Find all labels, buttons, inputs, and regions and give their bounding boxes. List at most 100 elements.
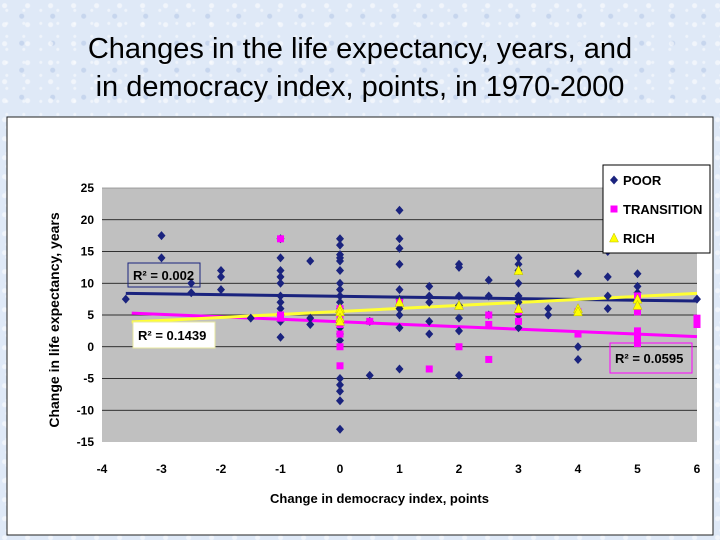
poor-point (425, 316, 434, 326)
poor-point (276, 304, 285, 314)
poor-point (425, 281, 434, 291)
poor-point (121, 294, 130, 304)
poor-point (276, 291, 285, 301)
transition-point (455, 343, 463, 351)
poor-point (157, 253, 166, 263)
y-tick-label: 5 (87, 308, 94, 322)
poor-point (217, 272, 225, 282)
transition-point (277, 235, 284, 243)
poor-point (455, 313, 463, 323)
poor-point (633, 269, 642, 279)
poor-point (336, 278, 344, 288)
poor-point (306, 313, 315, 323)
poor-point (425, 297, 434, 307)
poor-point (455, 370, 463, 380)
transition-point (336, 330, 344, 338)
legend-label-transition: TRANSITION (623, 202, 702, 217)
y-axis-title: Change in life expectancy, years (46, 212, 62, 427)
transition-point (336, 362, 344, 370)
poor-point (336, 386, 344, 396)
poor-point (336, 380, 344, 390)
poor-point (306, 320, 315, 330)
series-rich (335, 264, 643, 326)
poor-point (514, 297, 523, 307)
poor-point (276, 272, 285, 282)
r2-label-transition: R² = 0.1439 (138, 328, 206, 343)
poor-point (574, 269, 582, 279)
poor-point (336, 234, 344, 244)
poor-point (514, 291, 523, 301)
legend-box (602, 164, 711, 254)
transition-point (634, 340, 641, 348)
poor-point (336, 374, 344, 383)
r2-label-poor: R² = 0.002 (133, 268, 194, 283)
poor-point (246, 313, 255, 323)
x-tick-label: -4 (97, 462, 108, 476)
poor-point (276, 253, 285, 263)
poor-point (693, 294, 701, 304)
title-line-1: Changes in the life expectancy, years, a… (87, 33, 633, 65)
poor-point (455, 291, 463, 301)
transition-point (277, 314, 284, 322)
x-tick-label: 2 (456, 462, 463, 476)
poor-point (395, 259, 404, 269)
poor-point (455, 326, 463, 336)
poor-point (336, 256, 344, 266)
poor-point (217, 285, 225, 295)
poor-point (395, 243, 404, 253)
poor-point (365, 370, 374, 380)
poor-point (217, 266, 225, 276)
poor-point (574, 342, 582, 352)
poor-point (395, 364, 404, 374)
transition-point (693, 314, 701, 322)
poor-point (336, 335, 344, 345)
poor-point (603, 304, 612, 314)
y-tick-label: 15 (81, 245, 95, 259)
rich-point (454, 299, 464, 310)
x-tick-label: 4 (575, 462, 582, 476)
poor-point (514, 323, 523, 333)
poor-point (395, 205, 404, 215)
rich-point (573, 306, 583, 317)
y-tick-label: -5 (83, 372, 94, 386)
poor-point (276, 278, 285, 288)
poor-point (455, 262, 463, 272)
poor-point (336, 424, 344, 434)
r2-box-rich (609, 342, 693, 374)
poor-point (336, 297, 344, 307)
y-tick-label: -15 (77, 435, 95, 449)
legend-marker-transition (610, 205, 618, 213)
poor-point (276, 266, 285, 276)
poor-point (276, 297, 285, 307)
x-tick-label: 3 (515, 462, 522, 476)
poor-point (603, 272, 612, 282)
y-tick-label: 0 (87, 340, 94, 354)
trendline-poor (125, 291, 698, 303)
poor-point (395, 285, 404, 295)
poor-point (157, 231, 166, 241)
poor-point (395, 310, 404, 320)
poor-point (187, 288, 196, 298)
y-tick-label: 20 (81, 213, 95, 227)
poor-point (544, 304, 553, 314)
x-tick-label: -1 (275, 462, 286, 476)
transition-point (485, 355, 493, 363)
rich-point (513, 264, 524, 275)
transition-point (515, 317, 522, 325)
poor-point (484, 291, 493, 301)
legend-marker-rich (609, 232, 619, 243)
transition-point (574, 330, 582, 338)
poor-point (484, 275, 493, 285)
poor-point (395, 323, 404, 333)
transition-point (693, 321, 701, 329)
series-poor (121, 205, 701, 434)
x-tick-label: 0 (337, 462, 344, 476)
poor-point (425, 291, 434, 301)
poor-point (187, 278, 196, 288)
rich-point (513, 303, 524, 313)
transition-point (366, 317, 374, 325)
poor-point (336, 240, 344, 250)
title-line-2: in democracy index, points, in 1970-2000 (95, 71, 625, 103)
y-tick-label: -10 (77, 403, 95, 417)
